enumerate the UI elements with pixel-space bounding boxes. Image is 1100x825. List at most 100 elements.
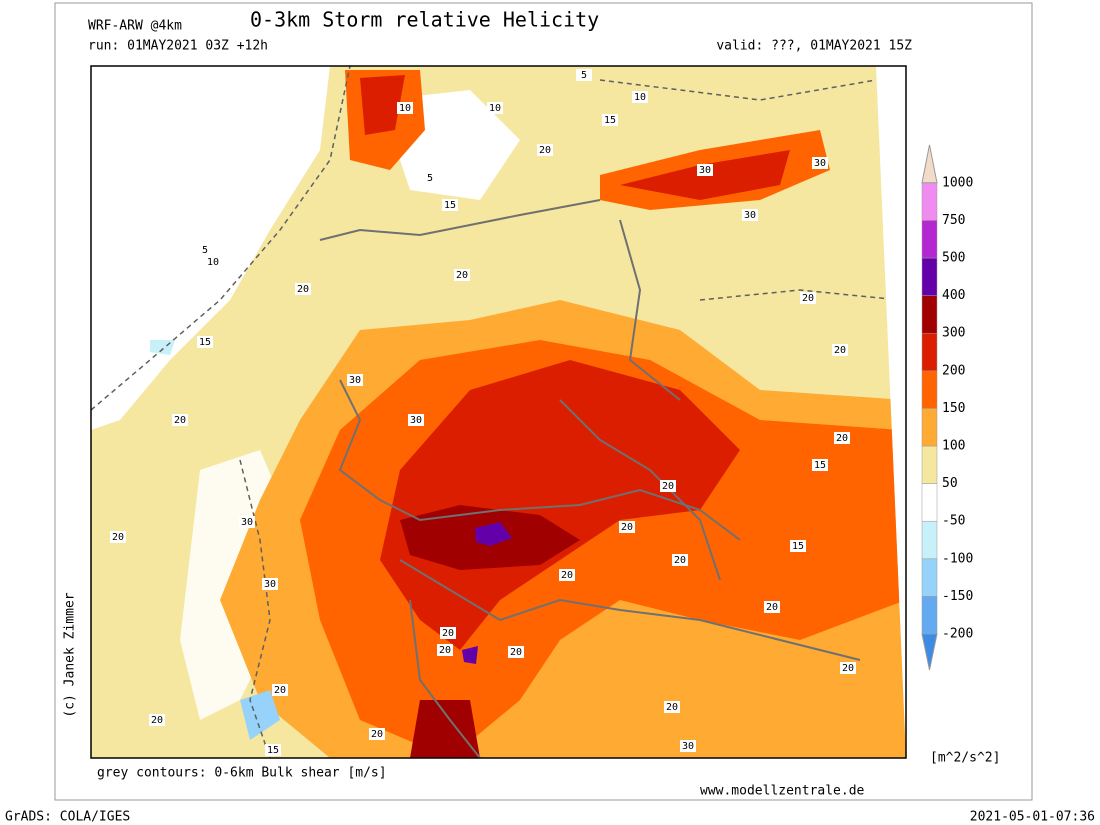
model-label: WRF-ARW @4km [88,19,182,34]
contour-label: 20 [274,685,286,696]
contour-label: 15 [792,541,804,552]
software: GrADS: COLA/IGES [5,810,130,825]
colorbar-bin [921,558,938,597]
contour-label: 10 [489,103,501,114]
colorbar-label: -100 [942,551,973,566]
colorbar-label: -50 [942,514,965,529]
contour-label: 15 [267,745,279,756]
colorbar-bin [921,182,938,221]
contour-label: 15 [814,460,826,471]
contour-label: 5 [427,173,433,184]
contour-label: 20 [174,415,186,426]
contour-label: 30 [699,165,711,176]
contour-label: 30 [744,210,756,221]
map [91,66,906,758]
title: 0-3km Storm relative Helicity [250,8,599,32]
contour-label: 20 [836,433,848,444]
contour-label: 5 [202,245,208,256]
colorbar-bin [921,408,938,447]
contour-label-box [764,601,780,613]
contour-label-box [197,336,213,348]
colorbar-label: 500 [942,251,965,266]
contour-label-box [559,569,575,581]
contour-label-box [347,374,363,386]
contour-label: 20 [666,702,678,713]
colorbar-label: 100 [942,439,965,454]
contour-label: 20 [766,602,778,613]
contour-label-box [369,728,385,740]
colorbar-label: 750 [942,213,965,228]
contour-label-box [440,627,456,639]
contour-label-box [660,480,676,492]
contour-label: 20 [439,645,451,656]
contour-label: 30 [264,579,276,590]
contour-label: 20 [510,647,522,658]
contour-label: 20 [112,532,124,543]
contour-label: 20 [442,628,454,639]
contour-label: 10 [634,92,646,103]
contour-label: 15 [444,200,456,211]
contour-label: 10 [399,103,411,114]
contour-label: 20 [621,522,633,533]
contour-label-box [576,69,592,81]
contour-label: 20 [561,570,573,581]
colorbar-label: 1000 [942,175,973,190]
contour-label-box [295,283,311,295]
colorbar-label: -150 [942,589,973,604]
contour-label-box [832,344,848,356]
map-border [90,65,907,759]
contour-label: 10 [207,257,219,268]
contour-label: 20 [371,729,383,740]
contour-label-box [840,662,856,674]
contour-label-box [602,114,618,126]
colorbar-bin [921,220,938,259]
contour-label: 20 [662,481,674,492]
contour-label-box [742,209,758,221]
field-500 [475,522,512,546]
contour-label-box [800,292,816,304]
contour-label-box [790,540,806,552]
contour-label-box [110,531,126,543]
website: www.modellzentrale.de [700,784,865,799]
contour-label: 30 [349,375,361,386]
contour-label: 20 [674,555,686,566]
field-300 [380,360,740,650]
colorbar-unit: [m^2/s^2] [930,751,1000,766]
contour-label: 20 [834,345,846,356]
contour-label-box [834,432,850,444]
contour-label-box [197,244,213,256]
colorbar-label: 300 [942,326,965,341]
contour-label-box [664,701,680,713]
contour-label-box [262,578,278,590]
contour-label: 20 [802,293,814,304]
colorbar-label: 400 [942,288,965,303]
colorbar-bin [921,332,938,372]
colorbar-label: 150 [942,401,965,416]
contour-label-box [422,172,438,184]
contour-label: 30 [814,158,826,169]
colorbar-label: 50 [942,476,958,491]
contour-label-box [205,256,221,268]
contour-label-box [149,714,165,726]
run-label: run: 01MAY2021 03Z +12h [88,39,268,54]
colorbar-bin [921,370,938,409]
contour-label: 30 [682,741,694,752]
credit: (c) Janek Zimmer [63,592,78,717]
contour-label-box [454,269,470,281]
contour-label-box [437,644,453,656]
colorbar-bin [921,445,938,484]
contour-label-box [487,102,503,114]
colorbar-label: 200 [942,363,965,378]
contour-label-box [408,414,424,426]
contours-note: grey contours: 0-6km Bulk shear [m/s] [97,766,387,781]
contour-label-box [272,684,288,696]
borders [319,199,861,758]
shear-contours [91,66,901,758]
valid-label: valid: ???, 01MAY2021 15Z [716,39,912,54]
contour-label: 30 [241,517,253,528]
colorbar-bin [921,257,938,296]
contour-label-box [812,459,828,471]
contour-label-box [265,744,281,756]
contour-label-box [537,144,553,156]
